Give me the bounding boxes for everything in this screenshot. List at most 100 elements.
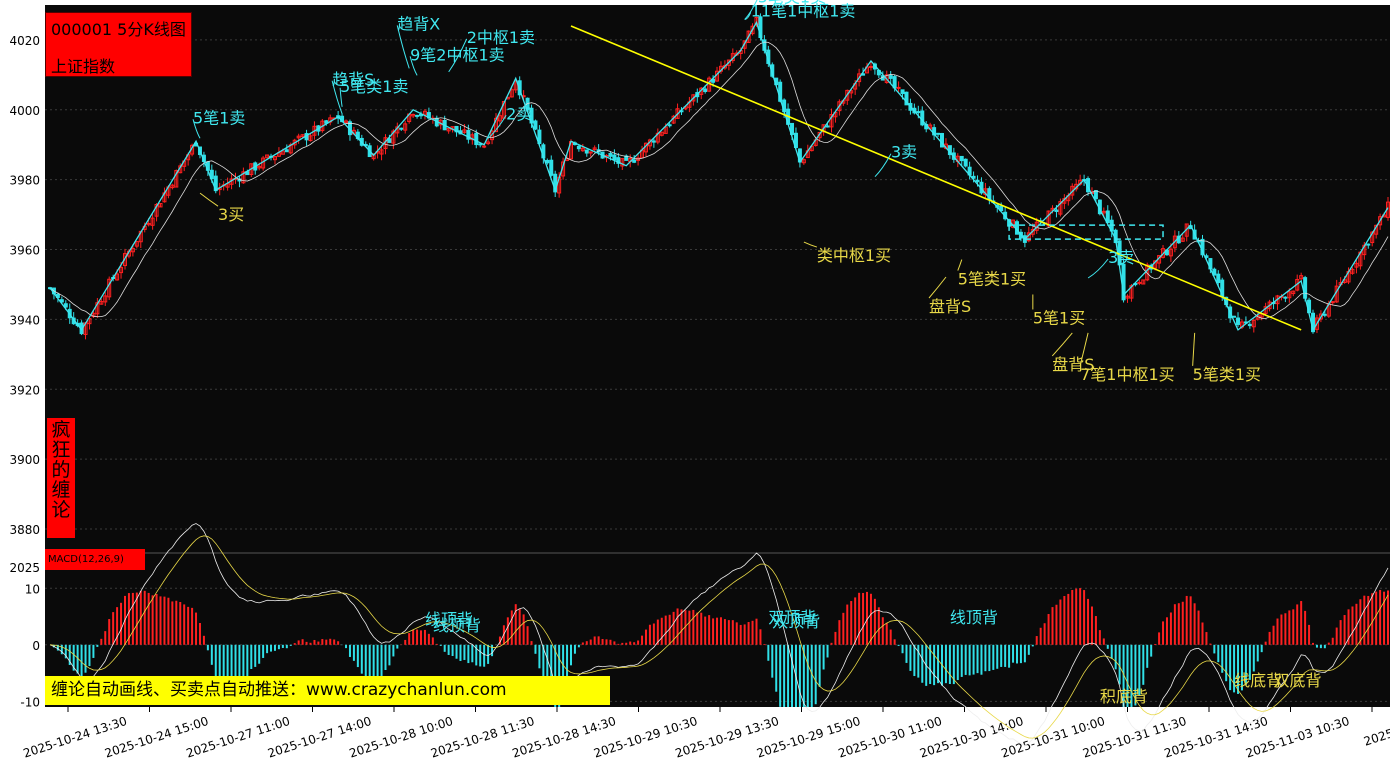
candle-body [486,141,491,145]
candle-body [391,130,396,144]
candle-body [1283,296,1288,299]
annotation-arrow [803,241,818,248]
macd-annotation-label: 线顶背 [950,608,998,627]
candle-body [1168,248,1173,257]
chan-stroke-line [49,20,1389,332]
candle-body [170,184,175,189]
candle-body [379,149,384,155]
annotation-arrow [874,153,892,178]
candle-body [857,73,862,83]
candle-body [576,145,581,150]
candle-body [651,140,656,143]
macd-lines [49,523,1389,746]
candle-body [711,78,716,83]
price-tick-label: 3920 [9,383,40,397]
candle-body [115,273,120,281]
pivot-zone-box [1008,224,1164,240]
candle-body [612,154,617,161]
candle-body [580,147,585,152]
candle-body [308,135,313,142]
candle-body [837,101,842,112]
price-tick-label: 4020 [9,34,40,48]
candle-body [103,295,108,303]
annotation-label: 类中枢1买 [817,246,891,265]
annotation-label: 5笔类1卖 [340,77,408,96]
candle-body [758,16,763,39]
candle-body [790,122,795,135]
macd-axis: 10 0 -10 2025 [9,561,40,709]
annotation-arrow [192,119,201,139]
candle-body [296,135,301,139]
annotation-arrow [396,25,410,69]
axis-band [0,707,1390,775]
candle-body [1350,268,1355,274]
annotation-arrow [1079,332,1089,367]
macd-annotation-label: 双底背 [1274,671,1322,690]
candle-body [620,158,625,167]
candle-body [1216,273,1221,283]
annotation-label: 趋背X [397,14,440,33]
candle-body [284,149,289,153]
annotation-label: 3卖 [1108,248,1134,267]
annotation-arrow [1192,332,1196,366]
annotation-arrow [339,87,343,107]
candle-body [632,159,637,163]
candle-body [146,223,151,226]
price-tick-label: 3880 [9,523,40,537]
candle-body [474,132,479,146]
candle-body [415,114,420,117]
candle-body [209,169,214,180]
annotation-arrow [409,56,418,76]
candle-body [272,156,277,161]
annotation-label: 9笔2中枢1卖 [410,45,505,64]
candle-body [1330,301,1335,304]
candle-body [608,152,613,157]
annotation-arrow [744,12,752,20]
annotation-label: 2卖 [506,104,532,123]
candle-body [801,159,806,164]
dea-line [49,535,1389,739]
candle-body [999,205,1004,212]
candle-body [119,266,124,274]
candle-body [636,157,641,161]
candle-body [616,157,621,164]
annotation-arrow [1087,258,1109,279]
candle-body [742,40,747,49]
candle-body [1299,275,1304,280]
annotation-label: 7笔1中枢1买 [1080,365,1175,384]
candle-body [675,108,680,119]
annotation-arrow [928,276,947,299]
macd-annotation-label: 双顶背 [768,608,816,627]
annotation-label: 5笔类1买 [1193,365,1261,384]
candle-body [1180,237,1185,242]
moving-average-line [49,41,1389,319]
candle-body [1129,285,1134,299]
annotation-label: 2中枢1卖 [467,28,535,47]
annotation-label: 盘背S [1052,355,1094,374]
candle-body [513,80,518,91]
candle-body [174,170,179,188]
candle-body [1105,210,1110,223]
candle-body [829,114,834,128]
candle-body [1366,243,1371,246]
candle-body [1137,281,1142,284]
candle-body [1378,216,1383,226]
dif-line [49,523,1389,746]
price-tick-label: 3900 [9,453,40,467]
candle-body [1247,323,1252,327]
price-tick-label: 3940 [9,313,40,327]
annotation-label: 5笔1买 [1033,308,1085,327]
candle-body [750,25,755,35]
candle-body [659,131,664,136]
price-tick-label: 3980 [9,174,40,188]
price-tick-label: 3960 [9,244,40,258]
candle-body [884,74,889,83]
macd-top-label: 2025 [9,561,40,575]
candle-body [446,127,451,132]
candle-body [482,145,487,148]
candle-body [1212,268,1217,276]
candle-body [936,132,941,135]
candle-body [920,110,925,126]
annotation-label: 11笔1中枢1卖 [751,1,856,20]
